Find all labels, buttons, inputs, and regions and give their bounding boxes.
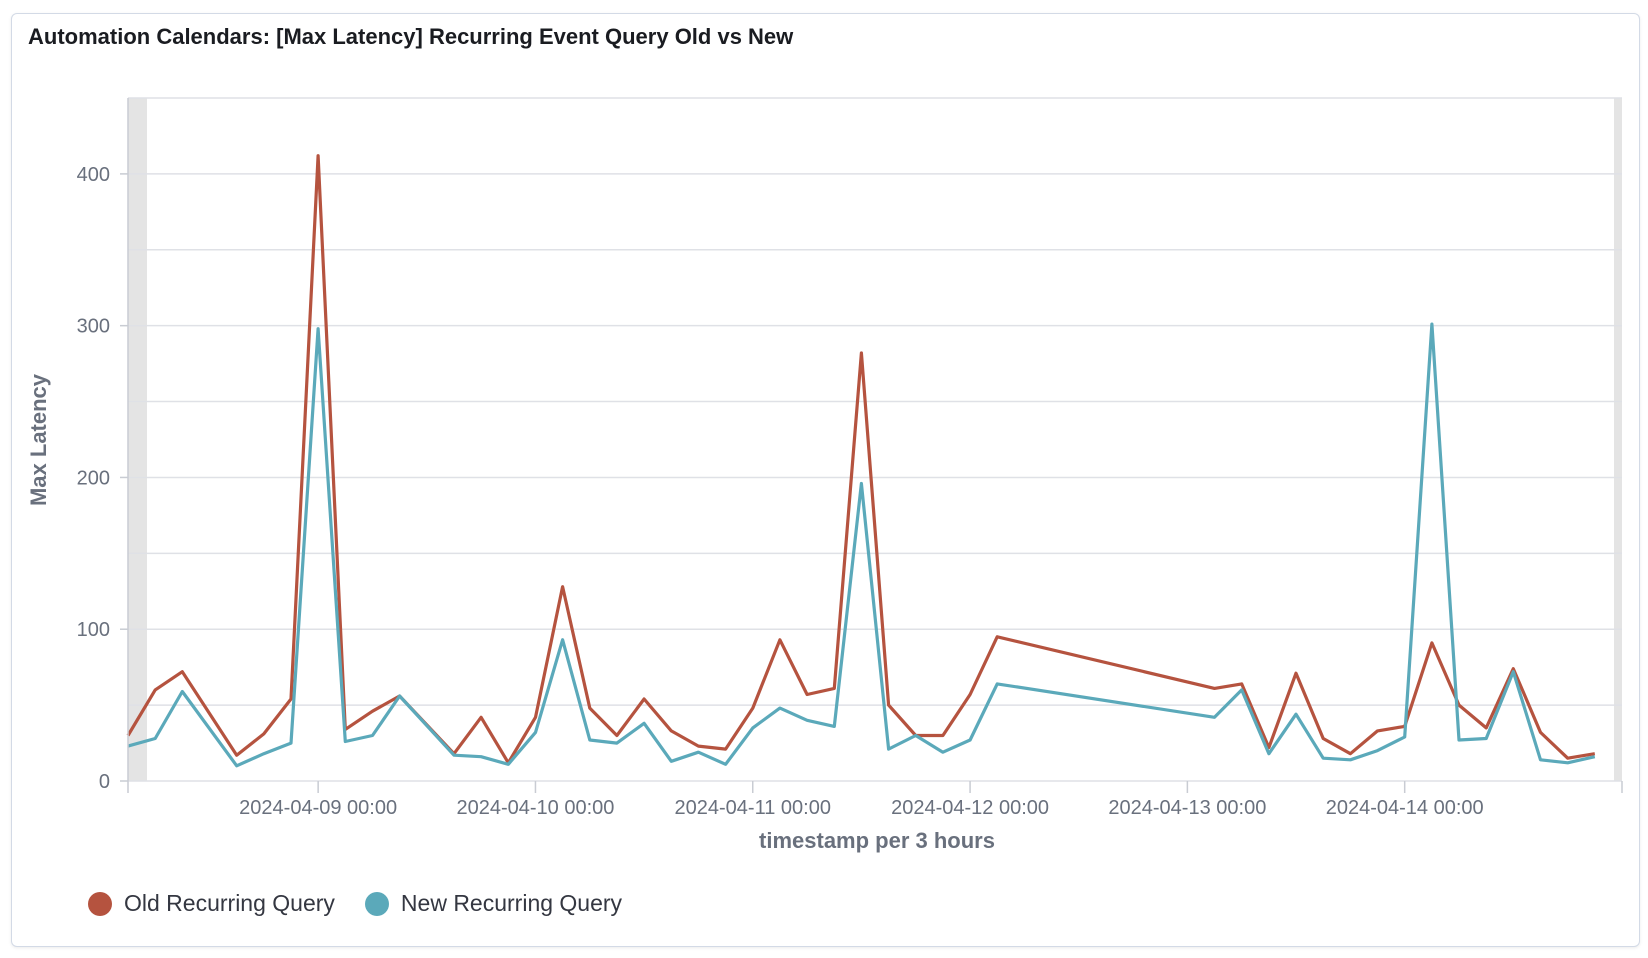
panel-title: Automation Calendars: [Max Latency] Recu… xyxy=(28,24,794,49)
legend: Old Recurring Query New Recurring Query xyxy=(88,890,622,917)
x-tick-label: 2024-04-10 00:00 xyxy=(456,797,614,819)
x-tick-label: 2024-04-09 00:00 xyxy=(239,797,397,819)
y-tick-label: 0 xyxy=(99,771,110,793)
y-tick-label: 400 xyxy=(77,164,110,186)
legend-label-old: Old Recurring Query xyxy=(124,890,335,916)
y-tick-label: 200 xyxy=(77,467,110,489)
x-axis-title: timestamp per 3 hours xyxy=(759,828,995,853)
x-tick-label: 2024-04-12 00:00 xyxy=(891,797,1049,819)
x-tick-label: 2024-04-13 00:00 xyxy=(1108,797,1266,819)
out-of-range-shade-left xyxy=(128,98,147,781)
legend-swatch-old xyxy=(88,891,112,916)
y-tick-label: 100 xyxy=(77,619,110,641)
x-tick-label: 2024-04-11 00:00 xyxy=(675,797,831,819)
legend-item-old[interactable]: Old Recurring Query xyxy=(88,890,335,917)
series-line-new-recurring-query xyxy=(127,322,1596,768)
legend-item-new[interactable]: New Recurring Query xyxy=(364,890,623,917)
y-axis-title: Max Latency xyxy=(26,373,51,506)
legend-label-new: New Recurring Query xyxy=(400,890,623,916)
y-tick-label: 300 xyxy=(77,316,110,338)
legend-swatch-new xyxy=(364,891,389,916)
chart-panel xyxy=(11,13,1640,947)
series-line-old-recurring-query xyxy=(126,154,1596,765)
x-tick-label: 2024-04-14 00:00 xyxy=(1326,797,1484,819)
out-of-range-shade-right xyxy=(1614,98,1622,781)
